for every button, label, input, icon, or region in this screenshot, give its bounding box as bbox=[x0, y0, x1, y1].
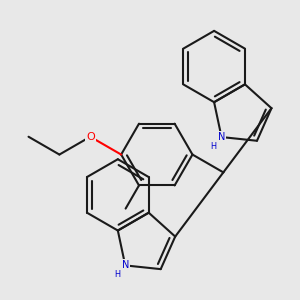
Text: H: H bbox=[210, 142, 216, 151]
Text: N: N bbox=[218, 132, 225, 142]
Text: O: O bbox=[86, 132, 95, 142]
Text: H: H bbox=[114, 270, 120, 279]
Text: N: N bbox=[122, 260, 129, 270]
